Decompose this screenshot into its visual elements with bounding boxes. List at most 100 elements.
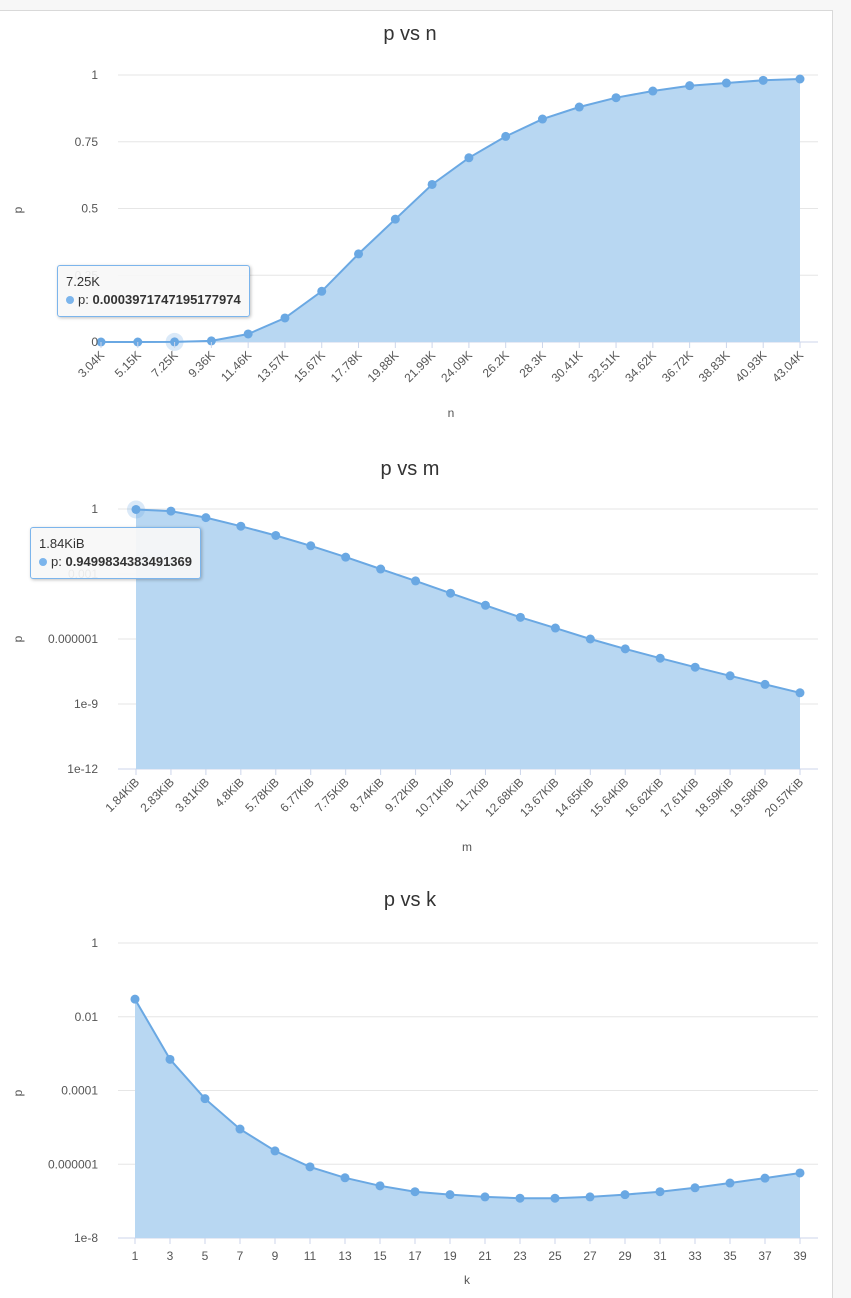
x-tick-label: 26.2K bbox=[480, 348, 512, 380]
x-tick-label: 21 bbox=[478, 1249, 492, 1263]
series-line bbox=[134, 998, 801, 1200]
data-point[interactable] bbox=[306, 541, 316, 551]
data-point[interactable] bbox=[501, 131, 511, 141]
y-tick-label: 1e-9 bbox=[74, 697, 98, 711]
data-point[interactable] bbox=[376, 564, 386, 574]
data-point[interactable] bbox=[271, 530, 281, 540]
data-point[interactable] bbox=[375, 1181, 385, 1191]
data-point[interactable] bbox=[411, 576, 421, 586]
y-tick-label: 1e-12 bbox=[67, 762, 98, 776]
data-point[interactable] bbox=[758, 75, 768, 85]
x-tick-label: 35 bbox=[723, 1249, 737, 1263]
x-tick-label: 17 bbox=[408, 1249, 422, 1263]
data-point[interactable] bbox=[480, 1192, 490, 1202]
tooltip-x-value: 1.84KiB bbox=[39, 536, 85, 551]
tooltip-value: 0.0003971747195177974 bbox=[92, 292, 241, 307]
x-tick-label: 38.83K bbox=[696, 348, 733, 385]
data-point[interactable] bbox=[201, 513, 211, 523]
charts-panel: p vs n p n 3.04K 5.15K 7.25K 9.36K 11.46K 13.… bbox=[0, 10, 833, 1298]
data-point[interactable] bbox=[170, 337, 180, 347]
y-tick-label: 1 bbox=[91, 936, 98, 950]
chart-title: p vs m bbox=[381, 458, 440, 480]
data-point[interactable] bbox=[620, 1190, 630, 1200]
y-tick-label: 1 bbox=[91, 68, 98, 82]
data-point[interactable] bbox=[446, 588, 456, 598]
data-point[interactable] bbox=[305, 1162, 315, 1172]
y-tick-label: 0.000001 bbox=[48, 1157, 98, 1171]
data-point[interactable] bbox=[243, 329, 253, 339]
data-point[interactable] bbox=[166, 506, 176, 516]
data-point[interactable] bbox=[795, 74, 805, 84]
data-point[interactable] bbox=[515, 1193, 525, 1203]
tooltip-p-vs-n: 7.25K p: 0.0003971747195177974 bbox=[57, 265, 250, 317]
data-point[interactable] bbox=[795, 1168, 805, 1178]
data-point[interactable] bbox=[685, 81, 695, 91]
data-point[interactable] bbox=[445, 1190, 455, 1200]
data-point[interactable] bbox=[620, 644, 630, 654]
x-tick-label: 3 bbox=[167, 1249, 174, 1263]
x-tick-label: 21.99K bbox=[401, 348, 438, 385]
data-point[interactable] bbox=[165, 1054, 175, 1064]
x-tick-label: 5.15K bbox=[112, 348, 144, 380]
data-point[interactable] bbox=[464, 153, 474, 163]
data-point[interactable] bbox=[760, 1173, 770, 1183]
x-tick-label: 15 bbox=[373, 1249, 387, 1263]
data-point[interactable] bbox=[574, 102, 584, 112]
data-point[interactable] bbox=[236, 521, 246, 531]
data-point[interactable] bbox=[317, 286, 327, 296]
data-point[interactable] bbox=[206, 336, 216, 346]
data-point[interactable] bbox=[340, 1173, 350, 1183]
y-tick-label: 0.0001 bbox=[61, 1084, 98, 1098]
tooltip-series-name: p bbox=[51, 554, 59, 569]
data-point[interactable] bbox=[690, 662, 700, 672]
x-axis-label: k bbox=[464, 1273, 471, 1287]
data-point[interactable] bbox=[235, 1124, 245, 1134]
tooltip-series-name: p bbox=[78, 292, 86, 307]
x-tick-label: 23 bbox=[513, 1249, 527, 1263]
data-point[interactable] bbox=[427, 179, 437, 189]
x-tick-label: 7 bbox=[237, 1249, 244, 1263]
data-point[interactable] bbox=[585, 634, 595, 644]
x-tick-label: 24.09K bbox=[438, 348, 475, 385]
chart-title: p vs n bbox=[383, 23, 436, 45]
data-point[interactable] bbox=[270, 1146, 280, 1156]
chart-title: p vs k bbox=[384, 889, 437, 911]
data-point[interactable] bbox=[725, 1178, 735, 1188]
data-point[interactable] bbox=[410, 1187, 420, 1197]
x-tick-label: 5.78KiB bbox=[242, 775, 282, 815]
data-point[interactable] bbox=[354, 249, 364, 259]
x-tick-label: 39 bbox=[793, 1249, 807, 1263]
data-point[interactable] bbox=[550, 623, 560, 633]
data-point[interactable] bbox=[648, 86, 658, 96]
data-point[interactable] bbox=[390, 214, 400, 224]
data-point[interactable] bbox=[537, 114, 547, 124]
data-point[interactable] bbox=[550, 1193, 560, 1203]
chart-p-vs-k: p vs k p k 1 3 5 7 9 11 13 15 17 19 21 23 25 27 29 31 33… bbox=[11, 889, 818, 1287]
y-tick-label: 0.01 bbox=[75, 1010, 99, 1024]
data-point[interactable] bbox=[795, 688, 805, 698]
data-point[interactable] bbox=[655, 1187, 665, 1197]
x-tick-label: 13 bbox=[338, 1249, 352, 1263]
x-tick-label: 11 bbox=[304, 1249, 317, 1263]
x-tick-label: 1.84KiB bbox=[103, 775, 143, 815]
data-point[interactable] bbox=[721, 78, 731, 88]
data-point[interactable] bbox=[725, 671, 735, 681]
x-tick-label: 40.93K bbox=[733, 348, 770, 385]
data-point[interactable] bbox=[515, 612, 525, 622]
data-point[interactable] bbox=[655, 653, 665, 663]
data-point[interactable] bbox=[200, 1094, 210, 1104]
y-axis-label: p bbox=[11, 206, 25, 213]
data-point[interactable] bbox=[341, 552, 351, 562]
data-point[interactable] bbox=[585, 1192, 595, 1202]
data-point[interactable] bbox=[760, 679, 770, 689]
data-point[interactable] bbox=[690, 1183, 700, 1193]
data-point[interactable] bbox=[131, 504, 141, 514]
data-point[interactable] bbox=[280, 313, 290, 323]
data-point[interactable] bbox=[130, 994, 140, 1004]
data-point[interactable] bbox=[611, 93, 621, 103]
data-point[interactable] bbox=[480, 600, 490, 610]
y-tick-label: 0.000001 bbox=[48, 632, 98, 646]
series-line bbox=[135, 508, 801, 694]
tooltip-x-value: 7.25K bbox=[66, 274, 100, 289]
tooltip-p-vs-m: 1.84KiB p: 0.9499834383491369 bbox=[30, 527, 201, 579]
